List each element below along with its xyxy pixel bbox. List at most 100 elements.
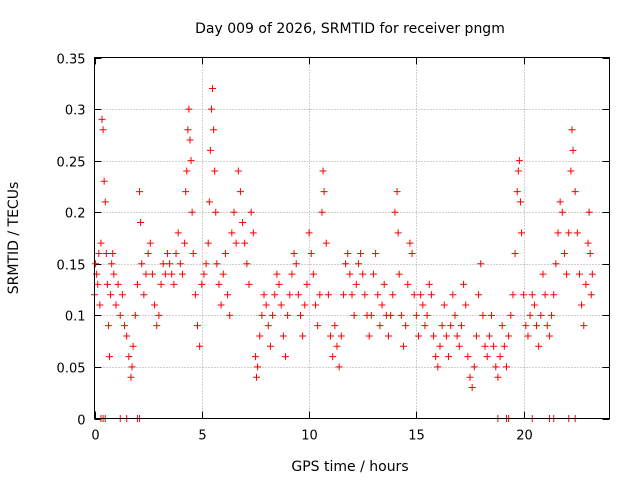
data-point [516, 198, 524, 206]
x-tick-label: 0 [91, 429, 99, 444]
data-point [402, 322, 410, 330]
data-point [196, 342, 204, 350]
data-point [303, 280, 311, 288]
plot-area [91, 84, 596, 422]
data-point [500, 342, 508, 350]
data-point [155, 311, 163, 319]
data-point [140, 291, 148, 299]
data-point [305, 229, 313, 237]
data-point [320, 188, 328, 196]
data-point [241, 239, 249, 247]
data-point [404, 280, 412, 288]
data-point [588, 270, 596, 278]
data-point [187, 157, 195, 165]
data-point [202, 260, 210, 268]
data-point [123, 332, 131, 340]
data-point [568, 126, 576, 134]
data-point [322, 239, 330, 247]
data-point [505, 332, 513, 340]
data-point [397, 311, 405, 319]
data-point [442, 332, 450, 340]
data-point [406, 239, 414, 247]
data-point [297, 311, 304, 319]
data-point [408, 249, 416, 257]
data-point [110, 270, 118, 278]
data-point [563, 270, 571, 278]
data-point [251, 353, 259, 361]
data-point [354, 260, 362, 268]
data-point [253, 373, 261, 381]
data-point [106, 353, 114, 361]
data-point [318, 208, 326, 216]
data-point [236, 188, 244, 196]
data-point [166, 260, 174, 268]
data-point [260, 291, 268, 299]
data-point [513, 188, 521, 196]
data-point [243, 260, 251, 268]
data-point [116, 311, 124, 319]
data-point [292, 260, 300, 268]
data-point [475, 291, 483, 299]
data-point [205, 198, 213, 206]
data-point [211, 167, 219, 175]
data-point [99, 126, 107, 134]
data-point [535, 342, 543, 350]
data-point [537, 311, 545, 319]
data-point [191, 291, 199, 299]
data-point [494, 373, 502, 381]
data-point [108, 260, 116, 268]
data-point [189, 249, 197, 257]
data-point [273, 270, 281, 278]
data-point [181, 239, 189, 247]
data-point [573, 229, 581, 237]
data-point [226, 311, 234, 319]
data-point [346, 270, 354, 278]
data-point [288, 270, 296, 278]
data-point [357, 249, 365, 257]
data-point [438, 322, 446, 330]
data-point [204, 239, 212, 247]
data-point [299, 332, 307, 340]
data-point [170, 280, 178, 288]
data-point [142, 270, 150, 278]
data-point [157, 280, 165, 288]
data-point [367, 311, 375, 319]
data-point [560, 249, 568, 257]
data-point [104, 322, 112, 330]
data-point [498, 322, 506, 330]
data-point [520, 291, 528, 299]
data-point [550, 291, 558, 299]
y-tick-label: 0.25 [57, 156, 86, 171]
data-point [163, 249, 171, 257]
data-point [384, 332, 392, 340]
data-point [269, 311, 277, 319]
data-point [136, 188, 144, 196]
data-point [212, 208, 220, 216]
data-point [198, 280, 206, 288]
data-point [210, 126, 218, 134]
data-point [430, 332, 438, 340]
y-tick-label: 0.15 [57, 259, 86, 274]
data-point [159, 260, 167, 268]
data-point [359, 270, 367, 278]
data-point [319, 167, 327, 175]
data-point [436, 342, 444, 350]
data-point [511, 249, 519, 257]
data-point [256, 332, 264, 340]
data-point [247, 208, 255, 216]
data-point [331, 322, 339, 330]
grid [94, 57, 610, 419]
data-point [337, 332, 345, 340]
data-point [470, 363, 478, 371]
data-point [412, 311, 420, 319]
data-point [324, 291, 332, 299]
data-point [133, 280, 141, 288]
data-point [277, 301, 285, 309]
data-point [575, 270, 583, 278]
data-point [329, 353, 337, 361]
x-tick-label: 5 [198, 429, 206, 444]
data-point [587, 291, 595, 299]
data-point [290, 249, 298, 257]
data-point [393, 188, 401, 196]
data-point [333, 342, 341, 350]
